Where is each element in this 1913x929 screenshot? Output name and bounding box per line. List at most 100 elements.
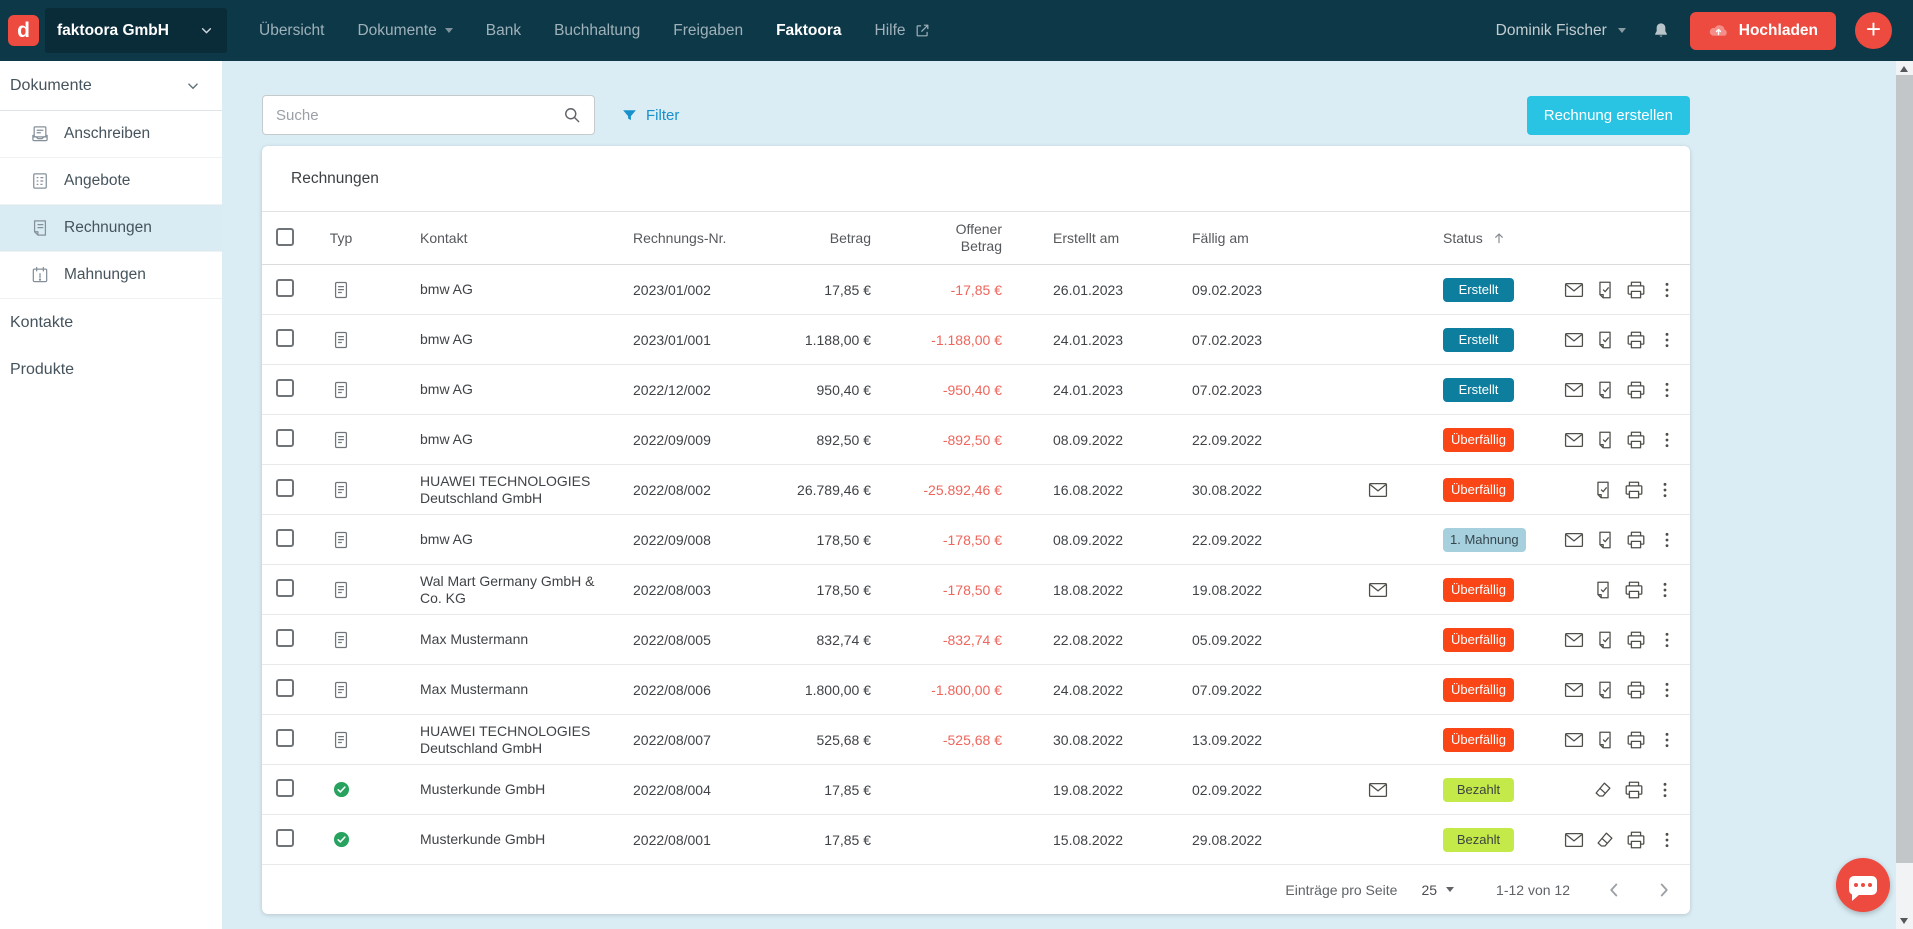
document-check-icon[interactable] (1594, 429, 1616, 451)
scroll-up-arrow[interactable] (1900, 66, 1908, 72)
row-menu-icon[interactable] (1654, 579, 1676, 601)
print-icon[interactable] (1625, 429, 1647, 451)
eraser-icon[interactable] (1592, 779, 1614, 801)
row-checkbox[interactable] (276, 579, 294, 597)
column-header-faellig-am[interactable]: Fällig am (1192, 230, 1249, 246)
document-check-icon[interactable] (1592, 479, 1614, 501)
column-header-betrag[interactable]: Betrag (829, 230, 871, 246)
sidebar-item-angebote[interactable]: Angebote (0, 158, 222, 205)
print-icon[interactable] (1625, 329, 1647, 351)
print-icon[interactable] (1625, 529, 1647, 551)
row-checkbox[interactable] (276, 679, 294, 697)
row-menu-icon[interactable] (1654, 779, 1676, 801)
invoice-row[interactable]: bmw AG 2023/01/001 1.188,00 € -1.188,00 € 24… (262, 315, 1690, 365)
invoice-row[interactable]: Max Mustermann 2022/08/006 1.800,00 € -1.80… (262, 665, 1690, 715)
print-icon[interactable] (1625, 679, 1647, 701)
scrollbar-thumb[interactable] (1896, 75, 1913, 863)
document-check-icon[interactable] (1594, 279, 1616, 301)
send-mail-icon[interactable] (1563, 329, 1585, 351)
invoice-row[interactable]: Musterkunde GmbH 2022/08/001 17,85 € 15.08.… (262, 815, 1690, 865)
sidebar-section-dokumente[interactable]: Dokumente (0, 61, 222, 111)
user-menu[interactable]: Dominik Fischer (1490, 21, 1632, 41)
print-icon[interactable] (1625, 629, 1647, 651)
nav-item-faktoora[interactable]: Faktoora (776, 21, 842, 39)
per-page-select[interactable]: 25 (1415, 881, 1460, 899)
nav-item-uebersicht[interactable]: Übersicht (259, 21, 325, 39)
send-mail-icon[interactable] (1563, 279, 1585, 301)
search-icon[interactable] (562, 105, 582, 125)
invoice-row[interactable]: bmw AG 2022/12/002 950,40 € -950,40 € 24.01.… (262, 365, 1690, 415)
row-checkbox[interactable] (276, 429, 294, 447)
document-check-icon[interactable] (1592, 579, 1614, 601)
invoice-row[interactable]: bmw AG 2023/01/002 17,85 € -17,85 € 26.01.20… (262, 265, 1690, 315)
row-menu-icon[interactable] (1656, 379, 1678, 401)
row-menu-icon[interactable] (1656, 629, 1678, 651)
row-menu-icon[interactable] (1656, 829, 1678, 851)
row-menu-icon[interactable] (1656, 429, 1678, 451)
document-check-icon[interactable] (1594, 629, 1616, 651)
send-mail-icon[interactable] (1563, 729, 1585, 751)
column-header-typ[interactable]: Typ (329, 230, 353, 246)
next-page-button[interactable] (1650, 876, 1678, 904)
sidebar-link-produkte[interactable]: Produkte (10, 360, 75, 378)
print-icon[interactable] (1625, 729, 1647, 751)
upload-button[interactable]: Hochladen (1689, 11, 1836, 50)
row-checkbox[interactable] (276, 729, 294, 747)
search-input[interactable] (263, 96, 594, 134)
document-check-icon[interactable] (1594, 329, 1616, 351)
nav-item-dokumente[interactable]: Dokumente (357, 22, 453, 40)
print-icon[interactable] (1625, 279, 1647, 301)
sidebar-item-rechnungen[interactable]: Rechnungen (0, 205, 222, 252)
column-header-rechnungs-nr[interactable]: Rechnungs-Nr. (633, 230, 727, 246)
row-menu-icon[interactable] (1656, 529, 1678, 551)
notifications-button[interactable] (1651, 21, 1671, 41)
print-icon[interactable] (1623, 779, 1645, 801)
eraser-icon[interactable] (1594, 829, 1616, 851)
row-menu-icon[interactable] (1654, 479, 1676, 501)
row-checkbox[interactable] (276, 779, 294, 797)
nav-item-buchhaltung[interactable]: Buchhaltung (554, 21, 641, 39)
sort-ascending-icon[interactable] (1491, 230, 1507, 246)
filter-button[interactable]: Filter (615, 106, 685, 125)
row-checkbox[interactable] (276, 379, 294, 397)
nav-item-bank[interactable]: Bank (485, 21, 522, 39)
column-header-kontakt[interactable]: Kontakt (420, 230, 468, 246)
print-icon[interactable] (1625, 379, 1647, 401)
scroll-down-arrow[interactable] (1900, 918, 1908, 924)
select-all-checkbox[interactable] (276, 227, 294, 246)
send-mail-icon[interactable] (1563, 529, 1585, 551)
document-check-icon[interactable] (1594, 379, 1616, 401)
document-check-icon[interactable] (1594, 529, 1616, 551)
column-header-status[interactable]: Status (1413, 230, 1563, 246)
print-icon[interactable] (1623, 479, 1645, 501)
print-icon[interactable] (1625, 829, 1647, 851)
sidebar-item-mahnungen[interactable]: Mahnungen (0, 252, 222, 299)
invoice-row[interactable]: bmw AG 2022/09/008 178,50 € -178,50 € 08.09.… (262, 515, 1690, 565)
quick-add-button[interactable]: + (1855, 12, 1892, 49)
faktoora-logo[interactable]: d (8, 15, 39, 46)
scrollbar[interactable] (1896, 61, 1913, 929)
column-header-erstellt-am[interactable]: Erstellt am (1053, 230, 1120, 246)
invoice-row[interactable]: HUAWEI TECHNOLOGIES Deutschland GmbH 2022… (262, 465, 1690, 515)
row-menu-icon[interactable] (1656, 679, 1678, 701)
send-mail-icon[interactable] (1563, 829, 1585, 851)
column-header-offener-betrag[interactable]: Offener Betrag (955, 221, 1002, 254)
company-selector[interactable]: faktoora GmbH (45, 8, 227, 53)
invoice-row[interactable]: bmw AG 2022/09/009 892,50 € -892,50 € 08.09.… (262, 415, 1690, 465)
row-checkbox[interactable] (276, 629, 294, 647)
invoice-row[interactable]: HUAWEI TECHNOLOGIES Deutschland GmbH 2022… (262, 715, 1690, 765)
send-mail-icon[interactable] (1563, 629, 1585, 651)
row-menu-icon[interactable] (1656, 279, 1678, 301)
invoice-row[interactable]: Max Mustermann 2022/08/005 832,74 € -832,74… (262, 615, 1690, 665)
row-menu-icon[interactable] (1656, 729, 1678, 751)
row-checkbox[interactable] (276, 829, 294, 847)
send-mail-icon[interactable] (1563, 679, 1585, 701)
nav-item-hilfe[interactable]: Hilfe (875, 22, 931, 40)
row-checkbox[interactable] (276, 529, 294, 547)
document-check-icon[interactable] (1594, 729, 1616, 751)
invoice-row[interactable]: Wal Mart Germany GmbH & Co. KG 2022/08/00… (262, 565, 1690, 615)
row-checkbox[interactable] (276, 279, 294, 297)
sidebar-item-anschreiben[interactable]: Anschreiben (0, 111, 222, 158)
nav-item-freigaben[interactable]: Freigaben (673, 21, 744, 39)
create-invoice-button[interactable]: Rechnung erstellen (1526, 95, 1690, 135)
